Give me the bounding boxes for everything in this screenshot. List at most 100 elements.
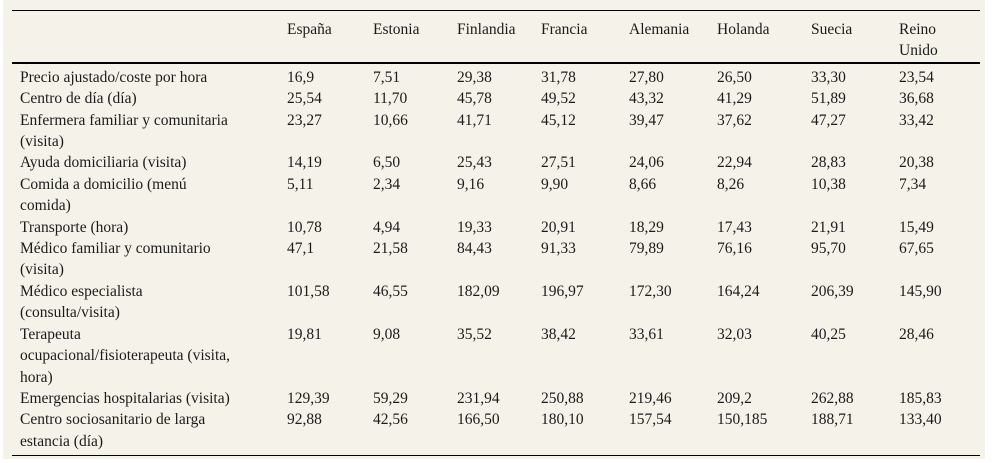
value-cell: 19,33 (457, 218, 492, 236)
value-cell: 10,66 (373, 111, 408, 129)
value-cell: 21,58 (373, 240, 408, 258)
value-cell: 14,19 (287, 154, 322, 172)
table-row: Comida a domicilio (menú comida) 5,11 2,34… (12, 174, 980, 217)
value-cell: 164,24 (717, 282, 760, 300)
value-cell: 21,91 (811, 218, 846, 236)
value-cell: 31,78 (541, 68, 576, 86)
value-cell: 129,39 (287, 389, 330, 407)
value-cell: 157,54 (629, 411, 672, 429)
value-cell: 6,50 (373, 154, 401, 172)
value-cell: 45,78 (457, 90, 492, 108)
value-cell: 11,70 (373, 90, 408, 108)
value-cell: 5,11 (287, 175, 314, 193)
value-cell: 79,89 (629, 240, 664, 258)
value-cell: 16,9 (287, 68, 315, 86)
value-cell: 10,38 (811, 175, 846, 193)
value-cell: 20,91 (541, 218, 576, 236)
value-cell: 59,29 (373, 389, 408, 407)
value-cell: 26,50 (717, 68, 752, 86)
value-cell: 19,81 (287, 325, 322, 343)
value-cell: 188,71 (811, 411, 854, 429)
value-cell: 25,43 (457, 154, 492, 172)
value-cell: 17,43 (717, 218, 752, 236)
value-cell: 28,46 (899, 325, 934, 343)
value-cell: 67,65 (899, 240, 934, 258)
row-label: Enfermera familiar y comunitaria (visita… (20, 111, 228, 151)
column-header: Holanda (709, 10, 803, 64)
value-cell: 33,30 (811, 68, 846, 86)
row-label-column-header (12, 10, 279, 64)
value-cell: 41,29 (717, 90, 752, 108)
table-header-row: España Estonia Finlandia Francia Alemania Hol… (12, 10, 980, 64)
value-cell: 91,33 (541, 240, 576, 258)
column-header: Francia (533, 10, 621, 64)
value-cell: 40,25 (811, 325, 846, 343)
value-cell: 7,51 (373, 68, 401, 86)
column-header: Alemania (621, 10, 709, 64)
value-cell: 23,27 (287, 111, 322, 129)
row-label: Médico familiar y comunitario (visita) (20, 240, 211, 279)
value-cell: 250,88 (541, 389, 584, 407)
value-cell: 27,51 (541, 154, 576, 172)
value-cell: 47,27 (811, 111, 846, 129)
row-label: Ayuda domiciliaria (visita) (20, 154, 187, 172)
value-cell: 196,97 (541, 282, 584, 300)
value-cell: 37,62 (717, 111, 752, 129)
value-cell: 8,26 (717, 175, 745, 193)
column-header: Suecia (803, 10, 891, 64)
value-cell: 9,08 (373, 325, 401, 343)
value-cell: 9,90 (541, 175, 569, 193)
value-cell: 23,54 (899, 68, 934, 86)
value-cell: 36,68 (899, 90, 934, 108)
value-cell: 219,46 (629, 389, 672, 407)
value-cell: 49,52 (541, 90, 576, 108)
table-row: Ayuda domiciliaria (visita) 14,19 6,50 25,4… (12, 152, 980, 173)
value-cell: 45,12 (541, 111, 576, 129)
value-cell: 24,06 (629, 154, 664, 172)
document-page: España Estonia Finlandia Francia Alemania Hol… (3, 0, 985, 459)
cost-table: España Estonia Finlandia Francia Alemania Hol… (12, 10, 980, 457)
value-cell: 28,83 (811, 154, 846, 172)
table-row: Médico familiar y comunitario (visita) 47… (12, 238, 980, 281)
value-cell: 38,42 (541, 325, 576, 343)
value-cell: 180,10 (541, 411, 584, 429)
value-cell: 84,43 (457, 240, 492, 258)
table-row: Centro sociosanitario de larga estancia … (12, 409, 980, 455)
table-row: Emergencias hospitalarias (visita) 129,39… (12, 388, 980, 409)
value-cell: 182,09 (457, 282, 500, 300)
value-cell: 27,80 (629, 68, 664, 86)
value-cell: 209,2 (717, 389, 752, 407)
column-header: Estonia (365, 10, 449, 64)
value-cell: 4,94 (373, 218, 401, 236)
table-row: Precio ajustado/coste por hora 16,9 7,51 29… (12, 63, 980, 88)
value-cell: 92,88 (287, 411, 322, 429)
value-cell: 35,52 (457, 325, 492, 343)
value-cell: 46,55 (373, 282, 408, 300)
value-cell: 15,49 (899, 218, 934, 236)
row-label: Comida a domicilio (menú comida) (20, 175, 187, 215)
value-cell: 101,58 (287, 282, 330, 300)
column-header: España (279, 10, 365, 64)
row-label: Transporte (hora) (20, 218, 129, 236)
value-cell: 39,47 (629, 111, 664, 129)
value-cell: 22,94 (717, 154, 752, 172)
value-cell: 32,03 (717, 325, 752, 343)
row-label: Emergencias hospitalarias (visita) (20, 389, 230, 407)
row-label: Terapeuta ocupacional/fisioterapeuta (vi… (20, 325, 231, 386)
value-cell: 42,56 (373, 411, 408, 429)
column-header: Finlandia (449, 10, 533, 64)
value-cell: 262,88 (811, 389, 854, 407)
value-cell: 231,94 (457, 389, 500, 407)
table-row: Terapeuta ocupacional/fisioterapeuta (vi… (12, 324, 980, 388)
table-row: Enfermera familiar y comunitaria (visita… (12, 110, 980, 153)
table-row: Transporte (hora) 10,78 4,94 19,33 20,91 18,2… (12, 217, 980, 238)
value-cell: 47,1 (287, 240, 315, 258)
value-cell: 33,42 (899, 111, 934, 129)
row-label: Precio ajustado/coste por hora (20, 68, 208, 86)
value-cell: 29,38 (457, 68, 492, 86)
value-cell: 33,61 (629, 325, 664, 343)
value-cell: 95,70 (811, 240, 846, 258)
value-cell: 2,34 (373, 175, 401, 193)
value-cell: 7,34 (899, 175, 927, 193)
value-cell: 133,40 (899, 411, 942, 429)
